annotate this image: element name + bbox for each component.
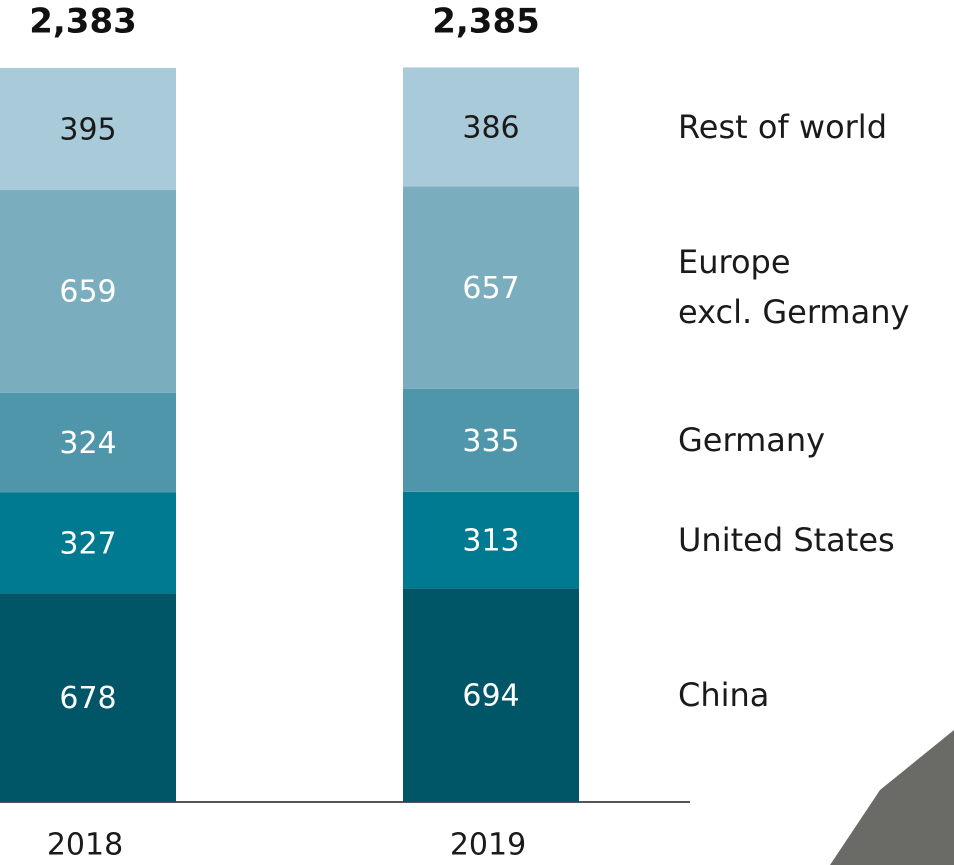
segment-label: 327 <box>59 526 116 561</box>
segment-label: 324 <box>59 426 116 461</box>
legend-label: Rest of world <box>678 107 887 146</box>
segment-label: 335 <box>462 424 519 459</box>
legend-label: China <box>678 676 770 715</box>
total-label: 2,385 <box>432 2 540 42</box>
total-label: 2,383 <box>29 2 137 42</box>
decoration <box>830 730 954 865</box>
bar-segment <box>403 491 579 589</box>
legend-label: Germany <box>678 421 826 460</box>
segment-label: 659 <box>59 275 116 310</box>
bar-segment <box>0 392 176 493</box>
bar-segment <box>0 189 176 393</box>
bar-segment <box>0 68 176 190</box>
bar-segment <box>403 67 579 187</box>
x-tick-label: 2018 <box>47 828 123 863</box>
legend-label: United States <box>678 521 895 560</box>
segment-label: 657 <box>462 271 519 306</box>
x-tick-label: 2019 <box>450 828 526 863</box>
bar-segment <box>403 388 579 492</box>
bar-segment <box>0 593 176 802</box>
segment-label: 386 <box>462 110 519 145</box>
segment-label: 678 <box>59 681 116 716</box>
segment-label: 694 <box>462 679 519 714</box>
segment-label: 395 <box>59 112 116 147</box>
bar-segment <box>403 186 579 389</box>
legend-label: Europe excl. Germany <box>678 243 910 332</box>
bar-segment <box>403 588 579 802</box>
segment-label: 313 <box>462 524 519 559</box>
bar-segment <box>0 492 176 594</box>
